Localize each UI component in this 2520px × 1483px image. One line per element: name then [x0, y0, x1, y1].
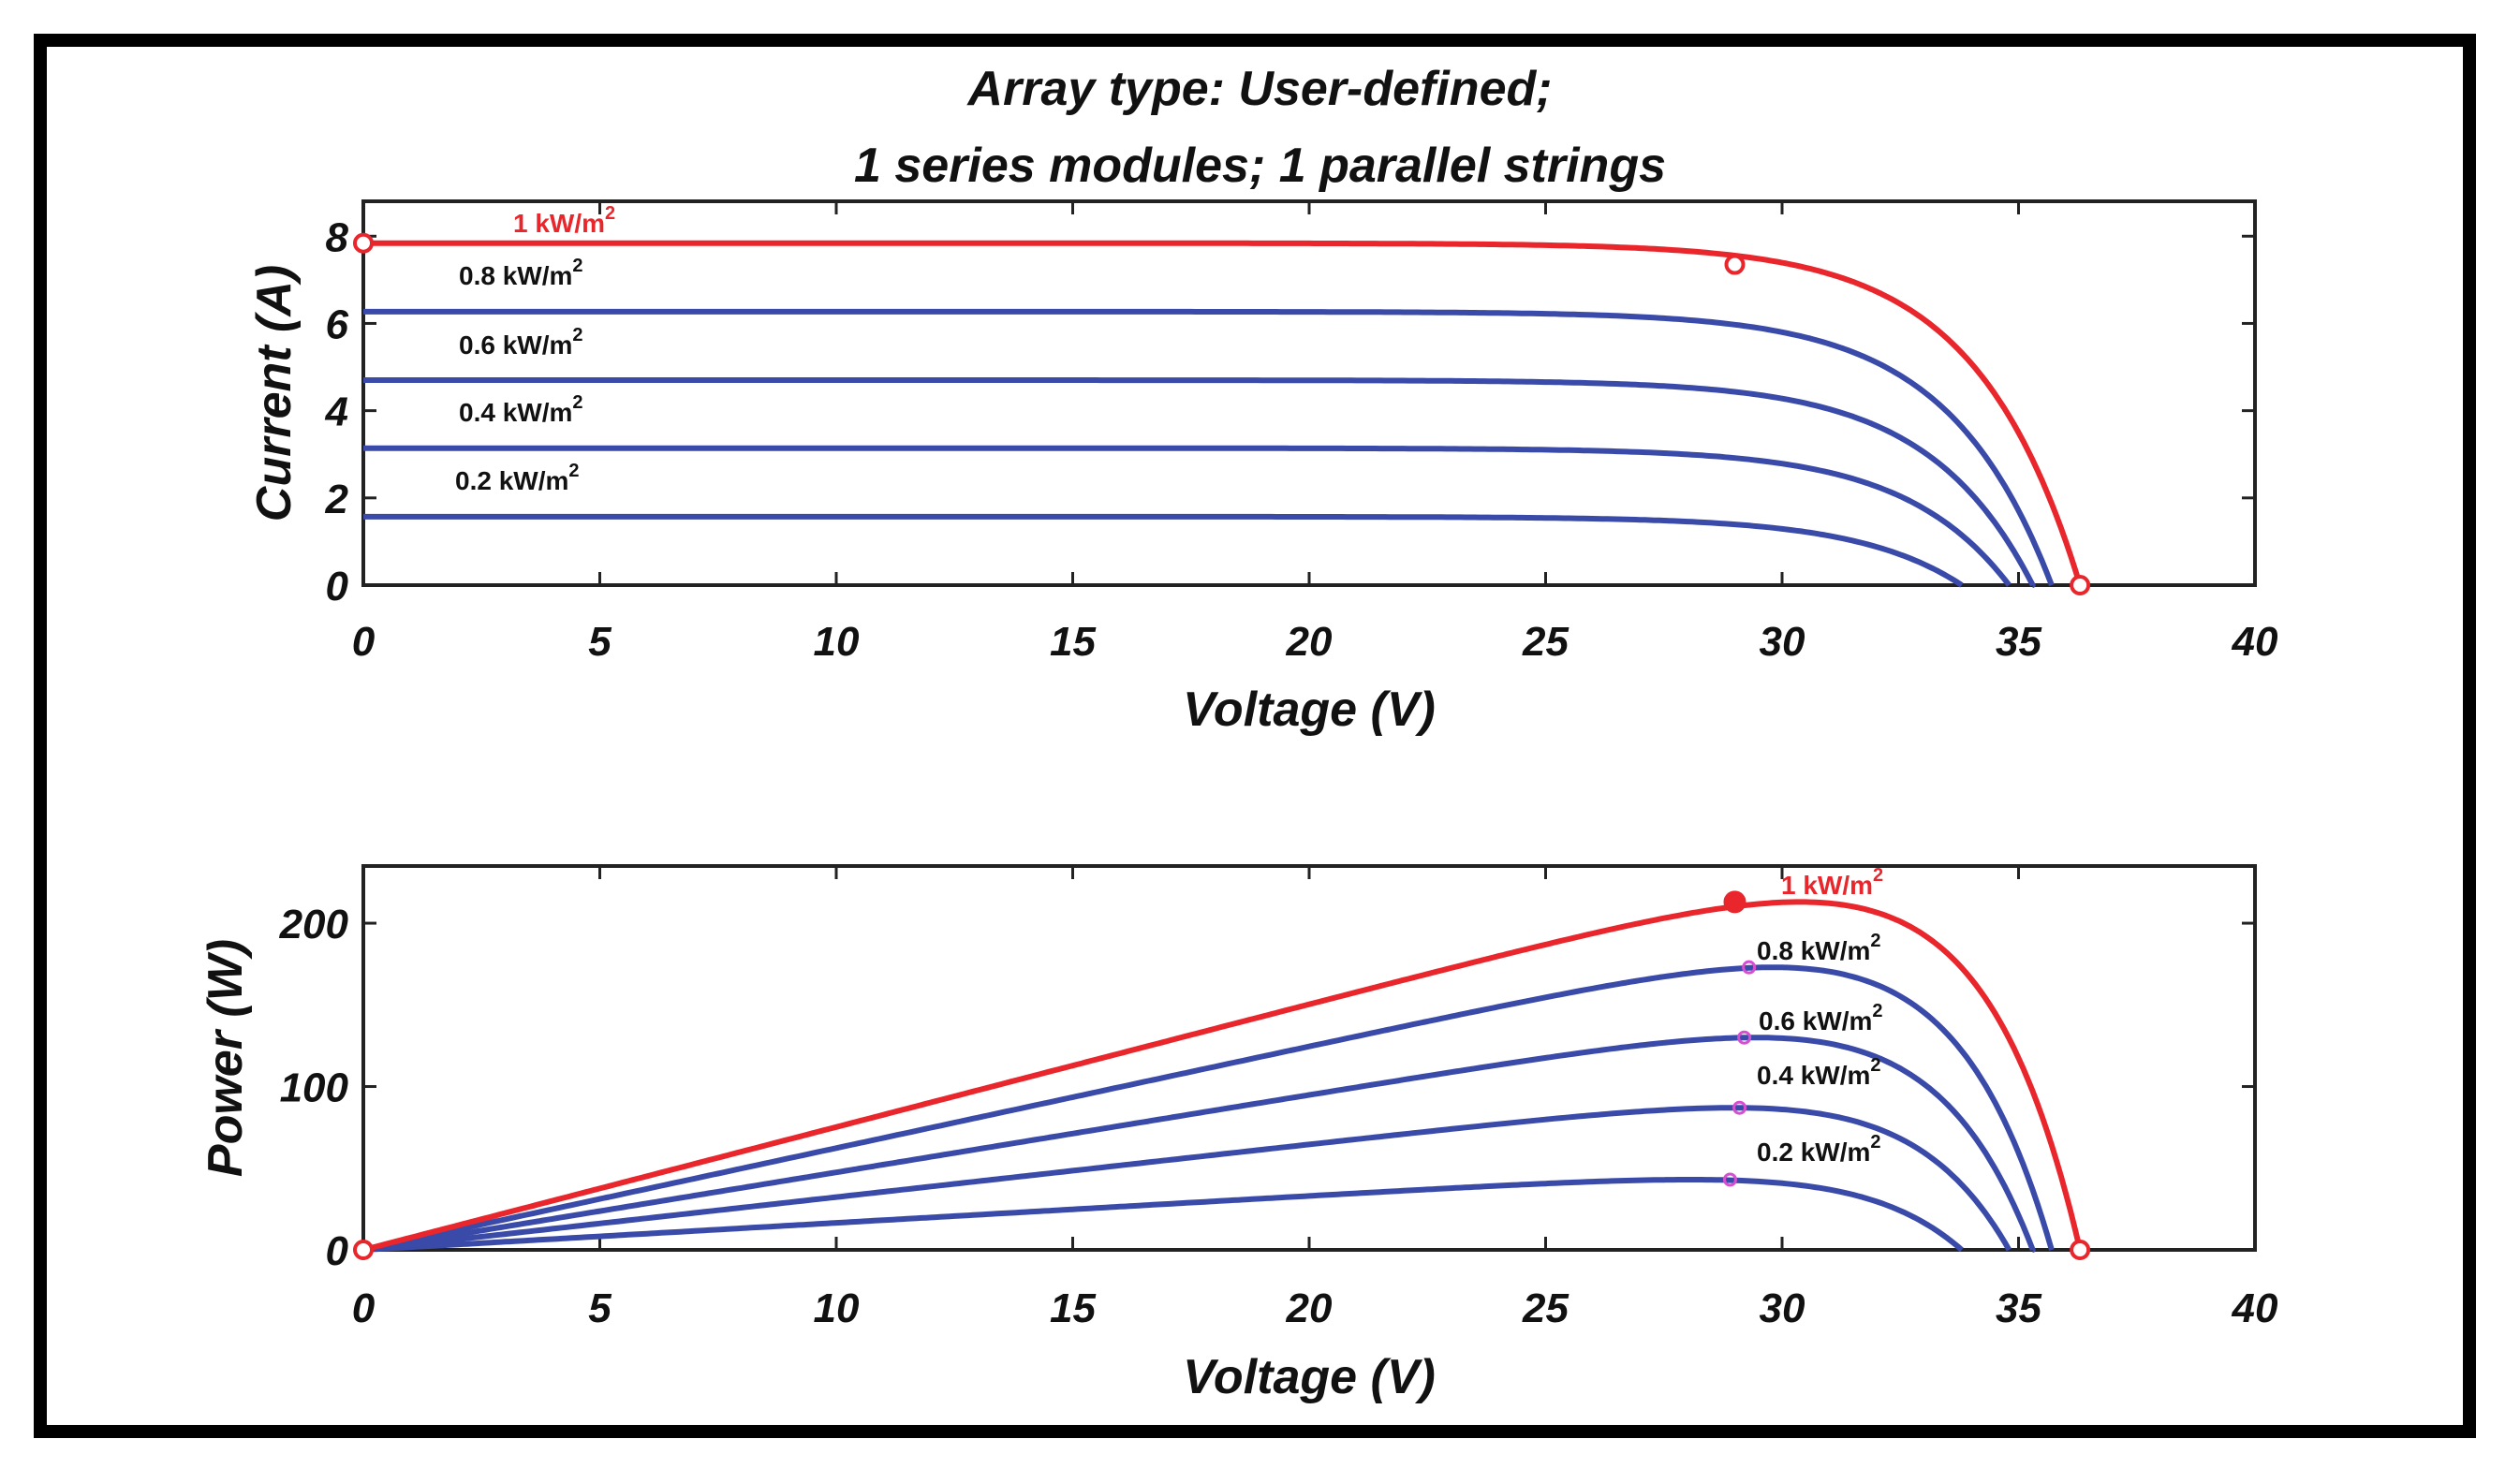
- pv-series-label-2: 0.6 kW/m2: [1759, 1001, 1883, 1035]
- pv-series-label-3: 0.4 kW/m2: [1757, 1055, 1881, 1090]
- pv-series-label-superscript: 2: [1870, 1132, 1880, 1153]
- iv-series-label-superscript: 2: [572, 256, 582, 276]
- pv-series-line-0: [362, 899, 2084, 1253]
- iv-series-label-superscript: 2: [605, 203, 615, 224]
- iv-series-label-superscript: 2: [568, 461, 579, 481]
- pv-mpp-marker-2: [1737, 1030, 1752, 1045]
- pv-ytick-label: 0: [326, 1228, 349, 1274]
- iv-ytick-label: 4: [325, 389, 348, 435]
- pv-series-label-superscript: 2: [1872, 1001, 1882, 1021]
- pv-xtick-label: 5: [588, 1285, 612, 1331]
- iv-xtick-label: 35: [1996, 619, 2041, 665]
- iv-xtick-label: 40: [2232, 619, 2278, 665]
- pv-series-label-1: 0.8 kW/m2: [1757, 931, 1881, 965]
- iv-xtick-label: 30: [1760, 619, 1805, 665]
- title-line-2: 1 series modules; 1 parallel strings: [853, 139, 1667, 193]
- pv-ylabel: Power (W): [199, 939, 253, 1177]
- pv-xtick-label: 20: [1286, 1285, 1333, 1331]
- iv-series-label-4: 0.2 kW/m2: [455, 461, 580, 495]
- iv-xtick-label: 20: [1286, 619, 1333, 665]
- iv-series-label-0: 1 kW/m2: [513, 203, 615, 238]
- pv-mpp-marker-1: [1742, 960, 1757, 975]
- pv-xtick-label: 10: [814, 1285, 860, 1331]
- iv-series-line-2: [363, 377, 2036, 588]
- pv-series-label-4: 0.2 kW/m2: [1757, 1132, 1881, 1167]
- iv-ytick-label: 8: [326, 214, 349, 260]
- pv-mpp-marker-3: [1732, 1100, 1747, 1115]
- pv-xlabel: Voltage (V): [1183, 1350, 1436, 1404]
- iv-series-line-4: [363, 513, 1964, 588]
- iv-key-marker-0: [353, 232, 374, 254]
- pv-mpp-marker-4: [1722, 1172, 1737, 1187]
- pv-series-line-4: [362, 1177, 1964, 1253]
- iv-series-label-3: 0.4 kW/m2: [459, 392, 583, 427]
- title-line-1: Array type: User-defined;: [967, 62, 1553, 116]
- pv-key-marker-0: [353, 1240, 374, 1260]
- iv-series-label-2: 0.6 kW/m2: [459, 325, 583, 360]
- iv-series-label-1: 0.8 kW/m2: [459, 256, 583, 290]
- pv-key-marker-1: [1723, 890, 1746, 914]
- pv-xtick-label: 0: [352, 1285, 376, 1331]
- iv-series-line-1: [363, 308, 2055, 587]
- figure-frame: [34, 34, 2476, 1438]
- iv-xlabel: Voltage (V): [1183, 683, 1436, 737]
- iv-series-line-0: [363, 240, 2084, 588]
- pv-xtick-label: 35: [1996, 1285, 2041, 1331]
- iv-xtick-label: 15: [1050, 619, 1096, 665]
- iv-xtick-label: 10: [814, 619, 860, 665]
- iv-key-marker-1: [1724, 254, 1746, 275]
- iv-series-line-3: [363, 445, 2012, 587]
- iv-xtick-label: 0: [352, 619, 376, 665]
- pv-series-label-superscript: 2: [1870, 1055, 1880, 1076]
- pv-xtick-label: 30: [1760, 1285, 1805, 1331]
- pv-xtick-label: 40: [2232, 1285, 2278, 1331]
- pv-xtick-label: 25: [1522, 1285, 1569, 1331]
- pv-series-label-0: 1 kW/m2: [1781, 865, 1883, 900]
- pv-series-line-3: [362, 1105, 2012, 1253]
- iv-key-marker-2: [2070, 575, 2091, 595]
- pv-series-line-1: [362, 964, 2055, 1253]
- pv-ytick-label: 200: [279, 902, 349, 947]
- iv-ytick-label: 6: [326, 301, 349, 347]
- chart-title: Array type: User-defined; 1 series modul…: [0, 51, 2520, 204]
- pv-series-line-2: [362, 1035, 2036, 1253]
- pv-plot: 0 5 10 15 20 25 30 35 40 0 100 200 Voltage (V) Power …: [199, 864, 2278, 1404]
- iv-axes-box: [361, 199, 2257, 587]
- iv-ytick-label: 2: [325, 477, 349, 522]
- pv-series-label-superscript: 2: [1873, 865, 1883, 886]
- iv-ylabel: Current (A): [247, 265, 302, 521]
- iv-xtick-label: 25: [1522, 619, 1569, 665]
- iv-xtick-label: 5: [588, 619, 612, 665]
- pv-ytick-label: 100: [280, 1065, 349, 1111]
- iv-ytick-label: 0: [326, 564, 349, 609]
- pv-series-label-superscript: 2: [1870, 931, 1880, 951]
- iv-plot: 0 5 10 15 20 25 30 35 40 0 2 4 6 8 Voltage (V) Current …: [247, 199, 2278, 737]
- pv-xtick-label: 15: [1050, 1285, 1096, 1331]
- iv-series-label-superscript: 2: [572, 325, 582, 345]
- pv-key-marker-2: [2070, 1240, 2091, 1260]
- iv-series-label-superscript: 2: [572, 392, 582, 413]
